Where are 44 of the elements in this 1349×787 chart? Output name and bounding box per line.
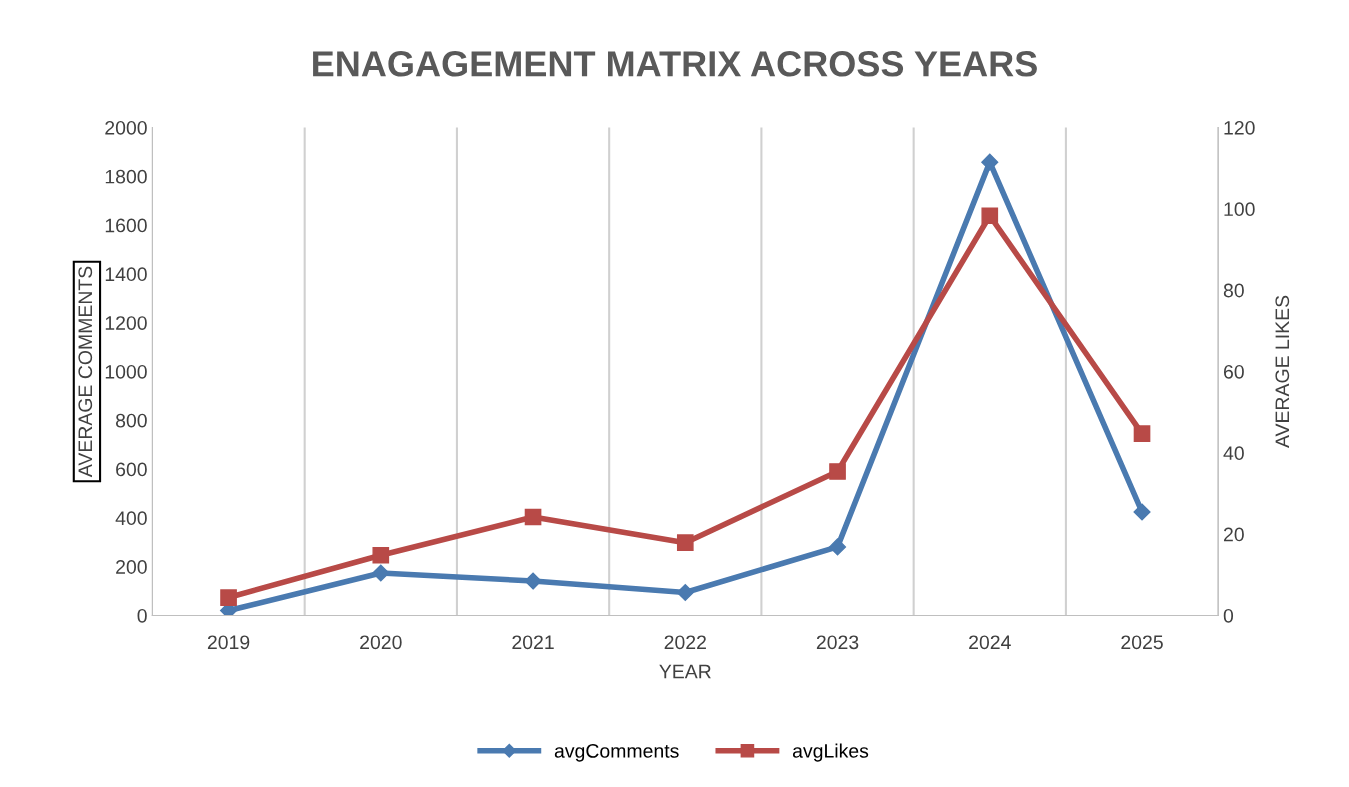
x-tick-label: 2021 (512, 635, 554, 650)
chart-title: ENAGAGEMENT MATRIX ACROSS YEARS (313, 51, 1037, 77)
y2-tick-label: 120 (1224, 120, 1255, 135)
y-tick-label: 400 (115, 511, 147, 526)
point (220, 589, 237, 606)
y-tick-label: 0 (137, 608, 147, 623)
point (1133, 425, 1151, 443)
y2-tick-label: 80 (1223, 283, 1244, 298)
y2-tick-label: 40 (1223, 446, 1244, 461)
point (676, 583, 694, 602)
point (524, 572, 542, 590)
x-tick-label: 2024 (969, 635, 1011, 650)
y-tick-label: 600 (116, 462, 147, 477)
y-axis-title: AVERAGE COMMENTS (78, 266, 93, 478)
y2-tick-label: 60 (1224, 364, 1244, 379)
x-tick-label: 2023 (816, 635, 859, 650)
point (524, 508, 542, 526)
y-tick-label: 1000 (105, 364, 147, 379)
x-tick-label: 2022 (664, 635, 706, 650)
point (372, 564, 390, 582)
point (981, 207, 999, 225)
legend-label: avgLikes (792, 743, 869, 762)
y-tick-label: 200 (116, 560, 147, 574)
x-tick-label: 2019 (207, 635, 250, 650)
x-tick-label: 2025 (1121, 635, 1163, 650)
point (828, 538, 847, 556)
y2-tick-label: 0 (1223, 608, 1234, 623)
y2-tick-label: 20 (1223, 527, 1244, 542)
y-tick-label: 800 (115, 413, 147, 428)
point (372, 546, 390, 564)
y-tick-label: 2000 (105, 120, 147, 135)
y-tick-label: 1800 (105, 169, 147, 184)
y-tick-label: 1200 (105, 316, 147, 330)
y-tick-label: 1400 (105, 267, 147, 282)
y2-axis-title: AVERAGE LIKES (1275, 295, 1290, 448)
x-tick-label: 2020 (360, 635, 402, 650)
y-tick-label: 1600 (105, 218, 147, 233)
y2-tick-label: 100 (1224, 202, 1255, 217)
point (981, 153, 999, 171)
point (829, 463, 846, 480)
point (676, 534, 694, 551)
x-axis-title: YEAR (659, 664, 711, 679)
point (1133, 503, 1151, 521)
legend-label: avgComments (554, 744, 679, 762)
